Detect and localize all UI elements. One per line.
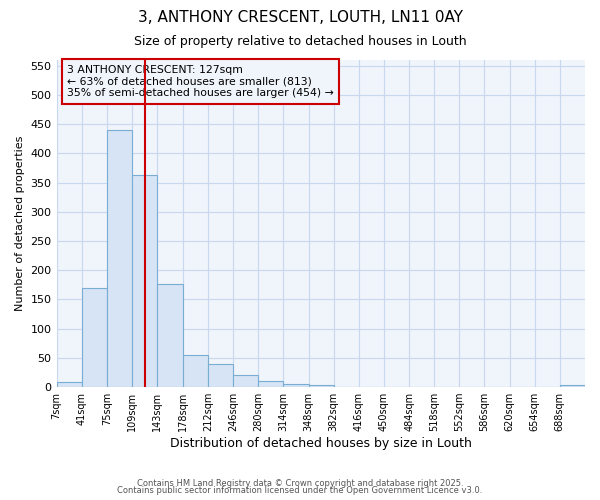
Y-axis label: Number of detached properties: Number of detached properties: [15, 136, 25, 311]
X-axis label: Distribution of detached houses by size in Louth: Distribution of detached houses by size …: [170, 437, 472, 450]
Bar: [183, 355, 208, 387]
Text: 3, ANTHONY CRESCENT, LOUTH, LN11 0AY: 3, ANTHONY CRESCENT, LOUTH, LN11 0AY: [137, 10, 463, 25]
Bar: [132, 175, 157, 387]
Bar: [208, 364, 233, 387]
Bar: [560, 384, 585, 387]
Text: Size of property relative to detached houses in Louth: Size of property relative to detached ho…: [134, 35, 466, 48]
Bar: [308, 384, 334, 387]
Bar: [283, 384, 308, 387]
Bar: [157, 284, 183, 387]
Text: 3 ANTHONY CRESCENT: 127sqm
← 63% of detached houses are smaller (813)
35% of sem: 3 ANTHONY CRESCENT: 127sqm ← 63% of deta…: [67, 65, 334, 98]
Bar: [107, 130, 132, 387]
Text: Contains HM Land Registry data © Crown copyright and database right 2025.: Contains HM Land Registry data © Crown c…: [137, 478, 463, 488]
Bar: [259, 381, 283, 387]
Bar: [56, 382, 82, 387]
Bar: [233, 375, 259, 387]
Bar: [82, 288, 107, 387]
Text: Contains public sector information licensed under the Open Government Licence v3: Contains public sector information licen…: [118, 486, 482, 495]
